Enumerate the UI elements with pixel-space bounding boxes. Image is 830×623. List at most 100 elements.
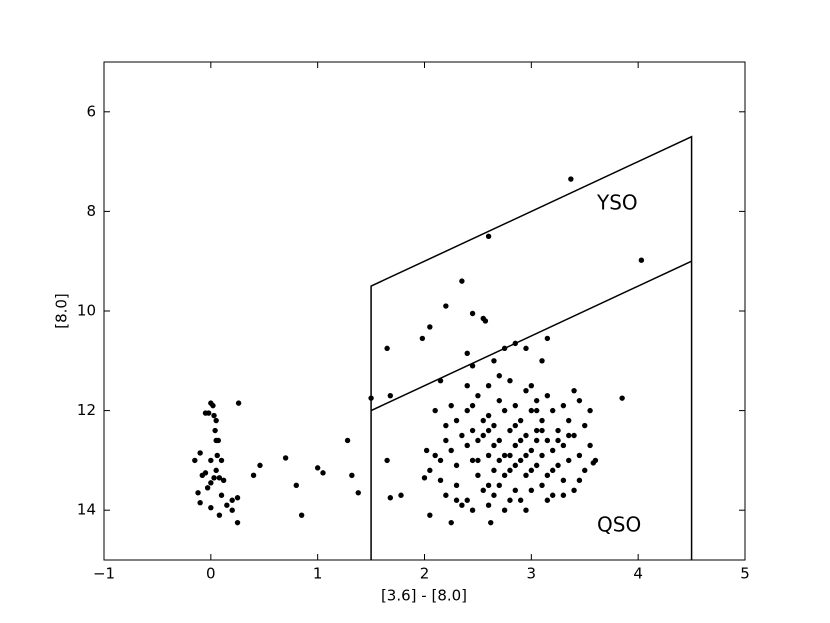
data-point [234,495,241,501]
data-point [590,460,596,466]
data-point [491,492,497,498]
data-point [512,422,519,429]
region-boundary [370,135,693,560]
data-point [437,378,444,384]
x-tick-label: 0 [206,565,216,583]
data-point [257,462,263,469]
data-point [485,383,492,389]
data-point [550,407,556,414]
data-point [384,345,390,352]
y-tick-label: 8 [86,202,96,220]
data-point [216,475,223,481]
x-tick-label: 5 [740,565,750,583]
data-point [443,422,449,429]
data-point [619,395,625,401]
data-point [528,383,535,389]
x-tick-label: 3 [527,565,537,583]
data-point [571,432,577,439]
y-tick-label: 14 [77,501,96,519]
data-point [496,482,502,488]
data-point [448,519,454,526]
data-point [507,427,513,434]
data-point [550,447,556,454]
data-point [517,417,524,424]
data-point [485,412,492,419]
data-point [464,383,470,389]
data-point [443,492,449,498]
data-point [523,387,529,394]
data-point [528,447,535,454]
data-point [482,318,489,324]
data-point [199,472,205,479]
data-point [298,512,305,518]
data-point [576,452,583,459]
data-point [576,397,583,404]
data-point [501,452,508,459]
data-point [480,432,486,439]
data-point [544,472,551,479]
data-point [566,457,572,464]
data-point [469,427,476,434]
data-point [507,378,513,384]
data-point [544,437,551,444]
data-point [517,437,524,444]
data-point [448,447,454,454]
data-point [555,462,561,469]
data-point [582,422,588,429]
data-point [320,470,326,476]
data-point [197,500,203,506]
data-point [560,442,567,449]
data-point [523,507,529,513]
data-point [560,402,567,409]
data-point [566,417,572,424]
data-point [523,472,529,479]
data-point [293,482,299,488]
data-point [512,462,519,469]
region-label: YSO [596,191,638,215]
data-point [496,397,502,404]
data-point [560,477,567,484]
data-point [523,452,529,459]
data-point [234,519,241,526]
data-point [485,233,492,239]
data-point [512,402,519,409]
data-point [427,324,433,330]
data-point [528,467,535,474]
data-point [480,487,486,493]
data-point [224,502,230,508]
data-point [427,512,433,518]
data-point [550,467,556,474]
data-point [544,392,551,399]
data-point [587,407,593,414]
data-point [555,437,561,444]
data-point [501,472,508,479]
data-point [544,497,551,503]
data-point [475,392,481,399]
data-point [211,412,217,419]
data-point [533,437,540,444]
data-point [539,417,545,424]
data-point [437,477,444,484]
x-tick-label: 1 [313,565,323,583]
data-point [197,450,203,456]
data-point [427,467,433,474]
y-axis-label: [8.0] [53,293,71,329]
data-point [314,465,321,471]
data-point [437,457,444,464]
data-point [528,487,535,493]
data-point [355,490,361,496]
data-point [208,457,214,464]
data-point [501,345,508,352]
data-point [202,410,209,416]
data-point [533,407,540,414]
plot-frame [103,61,746,561]
data-point [560,492,567,498]
data-point [568,176,574,182]
data-point [480,417,486,424]
data-point [204,485,211,491]
data-point [528,407,535,414]
data-point [533,427,540,434]
data-point [282,455,289,461]
data-point [464,497,470,503]
